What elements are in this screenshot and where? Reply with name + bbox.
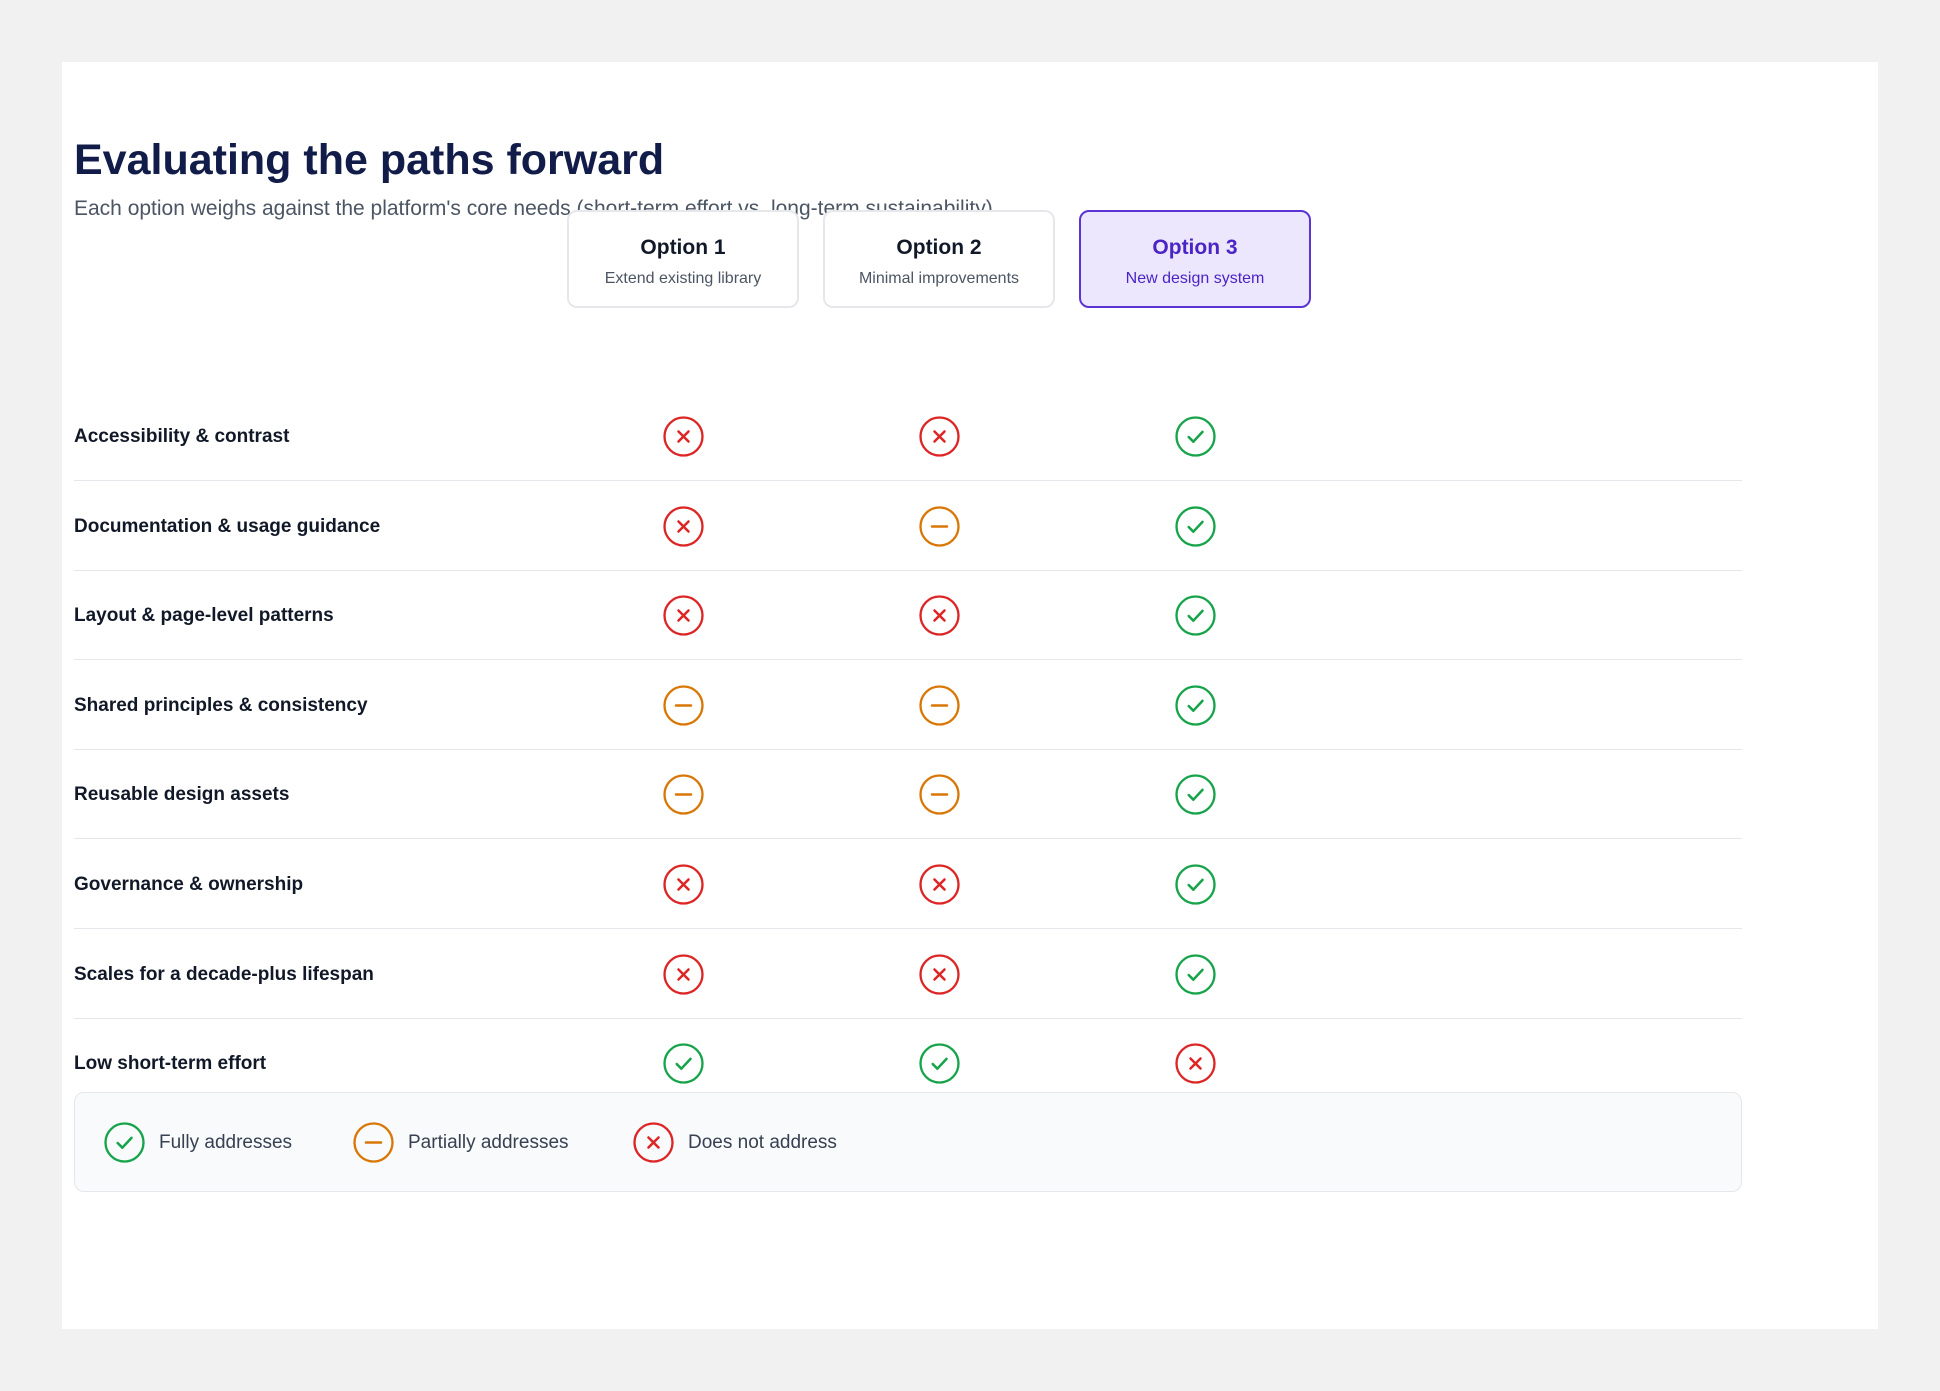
rating-cell-option-3 (1174, 1042, 1217, 1085)
check-circle-icon (1174, 954, 1216, 995)
table-row: Documentation & usage guidance (74, 482, 1742, 571)
rating-cell-option-2 (918, 594, 961, 637)
minus-circle-icon (662, 685, 704, 726)
rating-cell-option-3 (1174, 415, 1217, 458)
x-circle-icon (918, 864, 960, 905)
check-circle-icon (662, 1043, 704, 1084)
rating-cell-option-1 (662, 684, 705, 727)
check-circle-icon (1174, 774, 1216, 815)
criterion-label: Governance & ownership (74, 874, 304, 895)
x-circle-icon (662, 864, 704, 905)
x-circle-icon (662, 506, 704, 547)
minus-circle-icon (353, 1122, 394, 1163)
x-circle-icon (662, 416, 704, 457)
table-row: Reusable design assets (74, 750, 1742, 839)
table-row: Scales for a decade-plus lifespan (74, 930, 1742, 1019)
minus-circle-icon (918, 774, 960, 815)
table-row: Governance & ownership (74, 840, 1742, 929)
rating-cell-option-3 (1174, 863, 1217, 906)
page-title: Evaluating the paths forward (74, 136, 665, 184)
table-row: Layout & page-level patterns (74, 571, 1742, 660)
rating-cell-option-1 (662, 773, 705, 816)
minus-circle-icon (918, 685, 960, 726)
x-circle-icon (662, 595, 704, 636)
rating-cell-option-3 (1174, 684, 1217, 727)
rating-cell-option-3 (1174, 953, 1217, 996)
rating-cell-option-2 (918, 863, 961, 906)
rating-cell-option-2 (918, 415, 961, 458)
option-description: New design system (1125, 270, 1265, 287)
rating-cell-option-1 (662, 594, 705, 637)
table-row: Low short-term effort (74, 1019, 1742, 1108)
legend-label: Partially addresses (408, 1132, 569, 1153)
table-row: Accessibility & contrast (74, 392, 1742, 481)
rating-cell-option-2 (918, 505, 961, 548)
table-row: Shared principles & consistency (74, 661, 1742, 750)
criterion-label: Reusable design assets (74, 784, 290, 805)
rating-cell-option-2 (918, 1042, 961, 1085)
x-circle-icon (918, 954, 960, 995)
x-circle-icon (662, 954, 704, 995)
legend: Fully addresses Partially addresses Does n… (74, 1092, 1742, 1192)
option-header-3: Option 3 New design system (1079, 210, 1311, 308)
rating-cell-option-3 (1174, 594, 1217, 637)
rating-cell-option-2 (918, 773, 961, 816)
rating-cell-option-1 (662, 505, 705, 548)
x-circle-icon (918, 595, 960, 636)
option-description: Extend existing library (604, 270, 762, 287)
x-circle-icon (633, 1122, 674, 1163)
criterion-label: Shared principles & consistency (74, 695, 368, 716)
criterion-label: Layout & page-level patterns (74, 605, 334, 626)
criterion-label: Low short-term effort (74, 1053, 267, 1074)
criterion-label: Scales for a decade-plus lifespan (74, 964, 374, 985)
criterion-label: Documentation & usage guidance (74, 516, 381, 537)
legend-label: Does not address (688, 1132, 837, 1153)
legend-label: Fully addresses (159, 1132, 293, 1153)
rating-cell-option-2 (918, 684, 961, 727)
check-circle-icon (104, 1122, 145, 1163)
rating-cell-option-1 (662, 863, 705, 906)
rating-cell-option-1 (662, 1042, 705, 1085)
option-name: Option 1 (640, 236, 726, 259)
check-circle-icon (1174, 416, 1216, 457)
option-name: Option 2 (896, 236, 982, 259)
option-header-1: Option 1 Extend existing library (567, 210, 799, 308)
rating-cell-option-1 (662, 953, 705, 996)
x-circle-icon (1174, 1043, 1216, 1084)
rating-cell-option-3 (1174, 773, 1217, 816)
check-circle-icon (1174, 864, 1216, 905)
x-circle-icon (918, 416, 960, 457)
check-circle-icon (1174, 685, 1216, 726)
check-circle-icon (1174, 595, 1216, 636)
rating-cell-option-1 (662, 415, 705, 458)
minus-circle-icon (918, 506, 960, 547)
criterion-label: Accessibility & contrast (74, 426, 290, 447)
check-circle-icon (1174, 506, 1216, 547)
minus-circle-icon (662, 774, 704, 815)
rating-cell-option-3 (1174, 505, 1217, 548)
option-name: Option 3 (1152, 236, 1238, 259)
rating-cell-option-2 (918, 953, 961, 996)
check-circle-icon (918, 1043, 960, 1084)
option-description: Minimal improvements (858, 270, 1020, 287)
option-header-2: Option 2 Minimal improvements (823, 210, 1055, 308)
